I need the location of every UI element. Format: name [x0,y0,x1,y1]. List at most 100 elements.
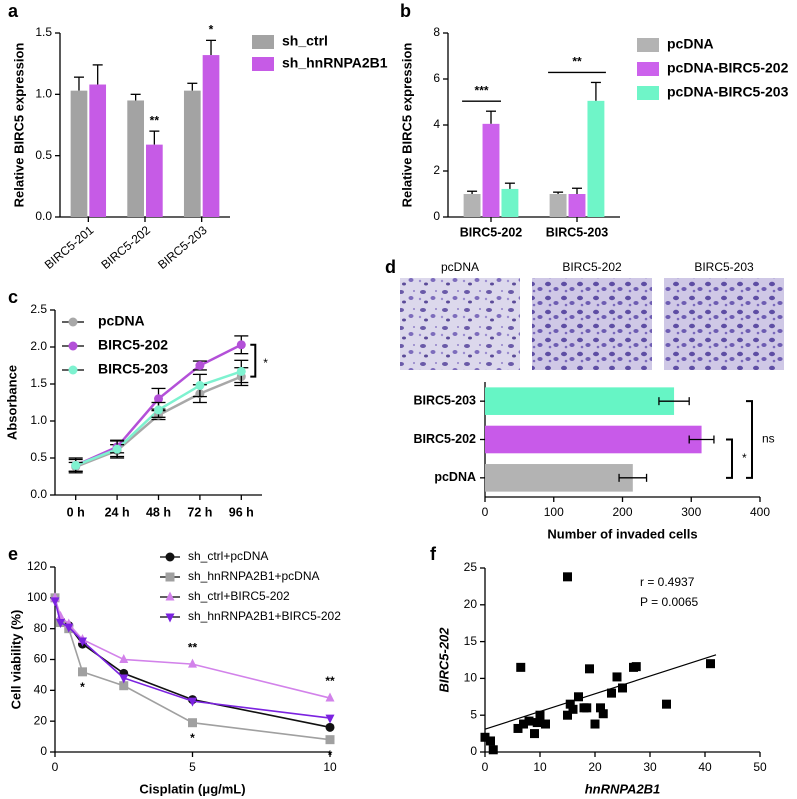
annotation: * [263,356,268,370]
x-tick-label: 24 h [105,505,130,519]
annotation: * [742,451,747,465]
y-tick-label: 0.5 [35,148,52,162]
marker [165,572,175,582]
point [565,699,575,709]
y-tick-label: 0 [470,744,477,758]
annotation: ns [762,432,775,446]
y-tick-label: 80 [34,621,48,635]
x-tick-label: 5 [189,760,196,774]
x-tick-label: BIRC5-203 [155,223,210,272]
significance-bracket [726,438,733,479]
y-tick-label: 4 [433,117,440,131]
point [585,664,594,674]
x-tick-label: 200 [612,505,632,519]
y-axis-label: Relative BIRC5 expression [11,43,26,208]
bar [127,100,144,217]
legend-label: pcDNA-BIRC5-203 [667,84,789,100]
annotation: * [80,680,85,694]
marker [56,610,65,620]
point [706,659,715,669]
point [607,688,616,698]
marker [188,697,197,707]
marker [325,692,335,702]
point [524,716,534,726]
point [513,723,523,733]
image-label: pcDNA [441,260,479,274]
legend-swatch [637,62,659,76]
panel-label: e [8,544,18,564]
x-tick-label: 0 [482,505,489,519]
panel-label: f [430,544,437,564]
y-tick-label: 1.0 [35,87,52,101]
bar [485,464,633,492]
point [563,710,572,720]
annotation: P = 0.0065 [640,595,698,609]
annotation: *** [475,83,489,97]
y-tick-label: pcDNA [434,470,476,484]
marker [50,597,60,607]
x-tick-label: 0 [52,760,59,774]
x-tick-label: 72 h [187,505,212,519]
y-tick-label: BIRC5-202 [413,432,476,446]
y-tick-label: 0.0 [35,209,52,223]
marker [71,460,81,470]
y-tick-label: 1.0 [30,413,47,427]
point [612,672,622,682]
y-tick-label: 40 [34,683,48,697]
y-tick-label: 2.0 [30,339,47,353]
bar [482,123,500,217]
x-tick-label: 0 h [67,505,85,519]
y-tick-label: 1.5 [35,25,52,39]
marker [325,722,335,732]
y-tick-label: 10 [464,671,478,685]
x-tick-label: 48 h [146,505,171,519]
legend-label: pcDNA [98,313,145,329]
point [486,736,495,746]
point [568,704,578,714]
micrograph [664,278,784,370]
y-axis-label: Absorbance [4,365,19,440]
x-tick-label: 30 [643,760,657,774]
x-tick-label: BIRC5-202 [460,225,523,239]
x-axis-label: Cisplatin (μg/mL) [139,781,245,796]
y-axis-label: BIRC5-202 [436,627,451,693]
panel-label: d [385,257,396,277]
x-tick-label: 300 [681,505,701,519]
marker [78,667,87,677]
fit-line [484,654,717,730]
point [541,719,550,729]
point [563,572,572,582]
point [530,729,539,739]
bar [70,90,88,217]
x-tick-label: BIRC5-203 [546,225,609,239]
marker [56,619,65,628]
y-tick-label: 2 [433,163,440,177]
bar [183,90,201,217]
x-axis-label: Number of invaded cells [547,526,697,541]
x-tick-label: 40 [698,760,712,774]
y-tick-label: 60 [34,652,48,666]
bar [568,194,586,217]
y-tick-label: 0.0 [30,487,47,501]
annotation: ** [150,113,160,127]
point [532,718,542,728]
annotation: * [190,731,195,745]
marker [64,623,74,633]
significance-bracket [250,343,257,378]
legend-label: sh_hnRNPA2B1+pcDNA [188,569,320,583]
y-tick-label: 20 [464,597,478,611]
panel-label: b [400,1,411,21]
legend-swatch [637,38,659,52]
point [662,699,671,709]
y-tick-label: 0 [40,744,47,758]
point [574,692,583,702]
bar [463,194,481,217]
marker [325,714,335,724]
y-tick-label: 100 [27,590,47,604]
marker [68,317,78,327]
marker [154,394,163,404]
image-label: BIRC5-203 [694,260,754,274]
image-label: BIRC5-202 [562,260,622,274]
micrograph [400,278,520,370]
legend-label: pcDNA [667,36,714,52]
